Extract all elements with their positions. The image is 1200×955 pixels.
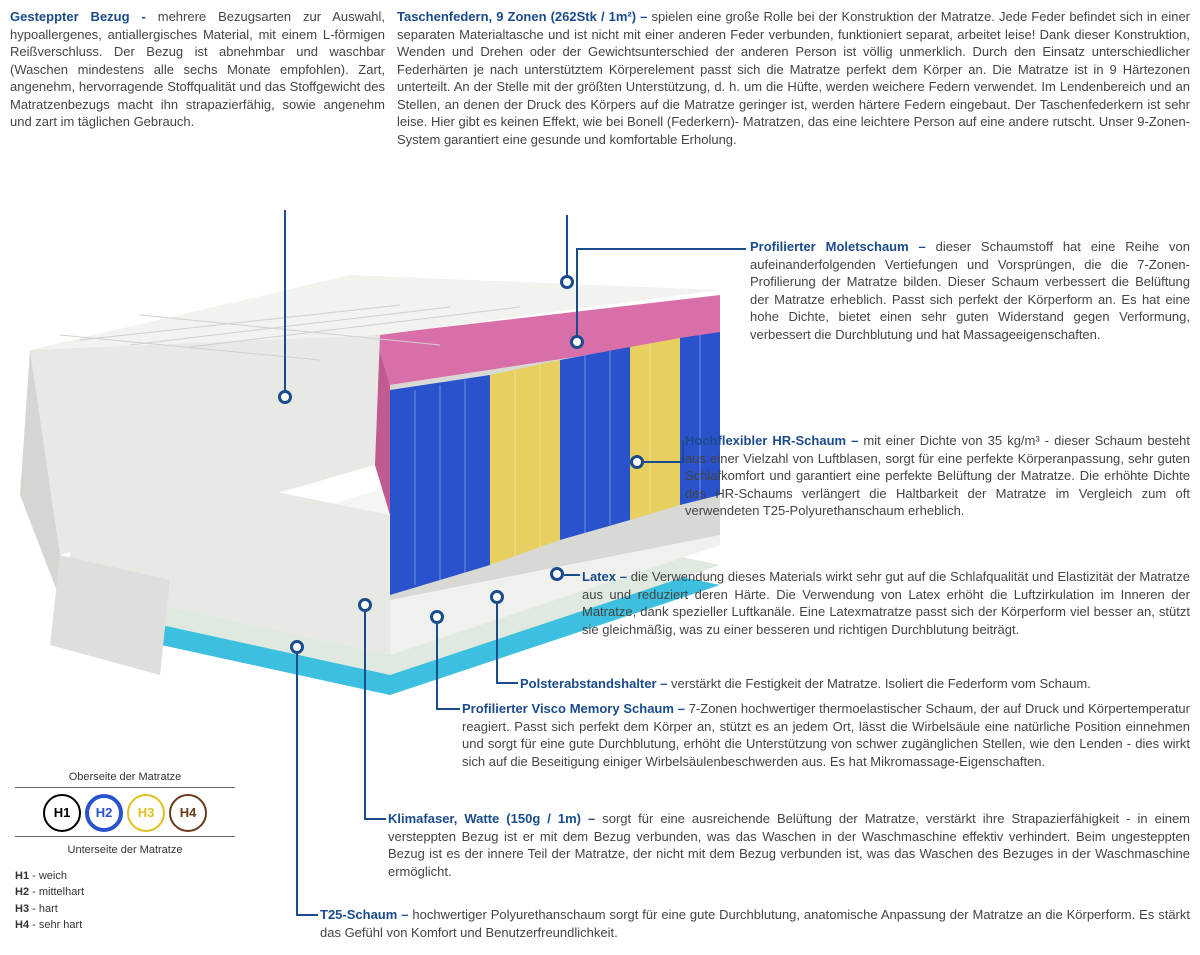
line-klima [364, 612, 366, 818]
marker-polster [490, 590, 504, 604]
line-visco-h [436, 708, 460, 710]
legend-circle-h2: H2 [85, 794, 123, 832]
legend-circle-h1: H1 [43, 794, 81, 832]
legend-circle-h4: H4 [169, 794, 207, 832]
line-t25-h [296, 914, 318, 916]
legend-divider-top [15, 787, 235, 788]
marker-latex [550, 567, 564, 581]
callout-klimafaser: Klimafaser, Watte (150g / 1m) – sorgt fü… [388, 810, 1190, 880]
callout-hrschaum-title: Hochflexibler HR-Schaum – [685, 433, 863, 448]
callout-moletschaum: Profilierter Moletschaum – dieser Schaum… [750, 238, 1190, 343]
line-molet-v [576, 248, 578, 337]
line-hr-h [644, 461, 684, 463]
callout-latex-body: die Verwendung dieses Materials wirkt se… [582, 569, 1190, 637]
line-springs [566, 215, 568, 277]
line-molet-h [576, 248, 746, 250]
callout-t25: T25-Schaum – hochwertiger Polyurethansch… [320, 906, 1190, 941]
callout-visco: Profilierter Visco Memory Schaum – 7-Zon… [462, 700, 1190, 770]
line-hr-v [682, 440, 684, 463]
callout-moletschaum-body: dieser Schaumstoff hat eine Reihe von au… [750, 239, 1190, 342]
top-text-row: Gesteppter Bezug - mehrere Bezugsarten z… [0, 0, 1200, 148]
cover-title: Gesteppter Bezug - [10, 9, 158, 24]
line-polster-h [496, 682, 518, 684]
line-klima-h [364, 818, 386, 820]
marker-springs [560, 275, 574, 289]
marker-bezug [278, 390, 292, 404]
callout-latex: Latex – die Verwendung dieses Materials … [582, 568, 1190, 638]
legend-list: H1 - weichH2 - mittelhartH3 - hartH4 - s… [15, 868, 235, 934]
legend-circle-h3: H3 [127, 794, 165, 832]
callout-polster: Polsterabstandshalter – verstärkt die Fe… [520, 675, 1190, 693]
line-latex [564, 574, 580, 576]
legend-bottom-label: Unterseite der Matratze [15, 843, 235, 858]
firmness-legend: Oberseite der Matratze H1H2H3H4 Untersei… [15, 770, 235, 934]
callout-hrschaum: Hochflexibler HR-Schaum – mit einer Dich… [685, 432, 1190, 520]
marker-klima [358, 598, 372, 612]
line-t25 [296, 654, 298, 914]
top-right-block: Taschenfedern, 9 Zonen (262Stk / 1m²) – … [397, 8, 1190, 148]
callout-t25-title: T25-Schaum – [320, 907, 412, 922]
springs-body: spielen eine große Rolle bei der Konstru… [397, 9, 1190, 147]
springs-title: Taschenfedern, 9 Zonen (262Stk / 1m²) – [397, 9, 652, 24]
cover-body: mehrere Bezugsarten zur Auswahl, hypoall… [10, 9, 385, 129]
marker-molet [570, 335, 584, 349]
callout-t25-body: hochwertiger Polyurethanschaum sorgt für… [320, 907, 1190, 940]
marker-hr [630, 455, 644, 469]
line-polster [496, 604, 498, 682]
marker-visco [430, 610, 444, 624]
line-visco [436, 624, 438, 708]
legend-item-h2: H2 - mittelhart [15, 884, 235, 901]
callout-latex-title: Latex – [582, 569, 631, 584]
callout-polster-title: Polsterabstandshalter – [520, 676, 671, 691]
legend-top-label: Oberseite der Matratze [15, 770, 235, 785]
legend-item-h4: H4 - sehr hart [15, 917, 235, 934]
legend-circles: H1H2H3H4 [15, 794, 235, 832]
legend-item-h1: H1 - weich [15, 868, 235, 885]
legend-divider-bottom [15, 836, 235, 837]
marker-t25 [290, 640, 304, 654]
callout-polster-body: verstärkt die Festigkeit der Matratze. I… [671, 676, 1091, 691]
legend-item-h3: H3 - hart [15, 901, 235, 918]
line-bezug [284, 210, 286, 392]
callout-moletschaum-title: Profilierter Moletschaum – [750, 239, 936, 254]
callout-klimafaser-title: Klimafaser, Watte (150g / 1m) – [388, 811, 602, 826]
callout-visco-title: Profilierter Visco Memory Schaum – [462, 701, 689, 716]
top-left-block: Gesteppter Bezug - mehrere Bezugsarten z… [10, 8, 385, 148]
